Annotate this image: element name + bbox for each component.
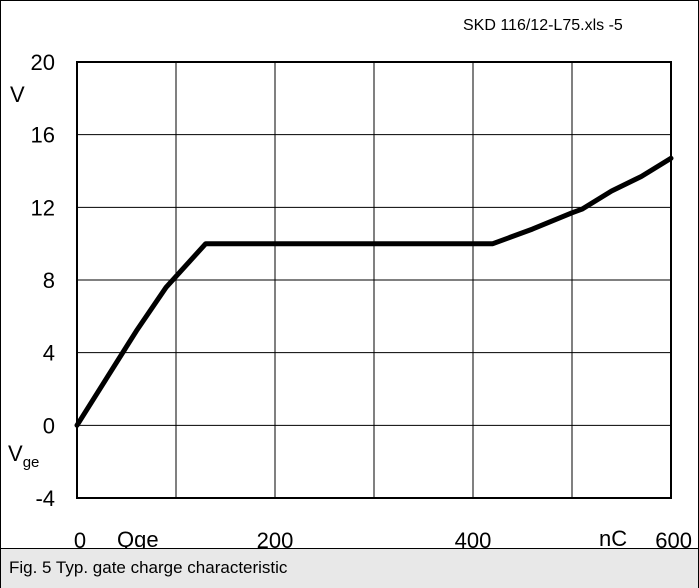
y-tick-label: 4 — [43, 341, 55, 366]
caption-bar: Fig. 5 Typ. gate charge characteristic — [1, 548, 698, 588]
series-line-vge — [74, 155, 674, 428]
x-unit-label: nC — [599, 526, 627, 548]
y-tick-label: -4 — [35, 486, 55, 511]
plot-area — [76, 61, 672, 499]
x-tick-label: 0 — [74, 528, 86, 548]
x-axis-label: Qge — [117, 527, 159, 548]
figure-caption: Fig. 5 Typ. gate charge characteristic — [9, 558, 288, 577]
y-tick-label: 12 — [31, 195, 55, 220]
file-label: SKD 116/12-L75.xls -5 — [463, 17, 623, 34]
y-unit-label: V — [10, 82, 25, 107]
y-tick-label: 16 — [31, 123, 55, 148]
y-tick-label: 8 — [43, 268, 55, 293]
y-tick-label: 20 — [31, 50, 55, 75]
y-axis-label: Vge — [8, 441, 39, 471]
x-tick-label: 600 — [655, 528, 692, 548]
y-tick-label: 0 — [43, 413, 55, 438]
gate-charge-chart: 20 16 12 8 4 0 -4 0 200 400 600 SKD 116/12-L75.xls… — [8, 17, 692, 548]
x-tick-label: 400 — [455, 528, 492, 548]
tick-labels: 20 16 12 8 4 0 -4 0 200 400 600 — [31, 50, 692, 548]
y-axis-label-main: V — [8, 441, 23, 466]
grid-layer — [77, 62, 671, 498]
y-axis-label-sub: ge — [23, 454, 40, 471]
x-tick-label: 200 — [257, 528, 294, 548]
